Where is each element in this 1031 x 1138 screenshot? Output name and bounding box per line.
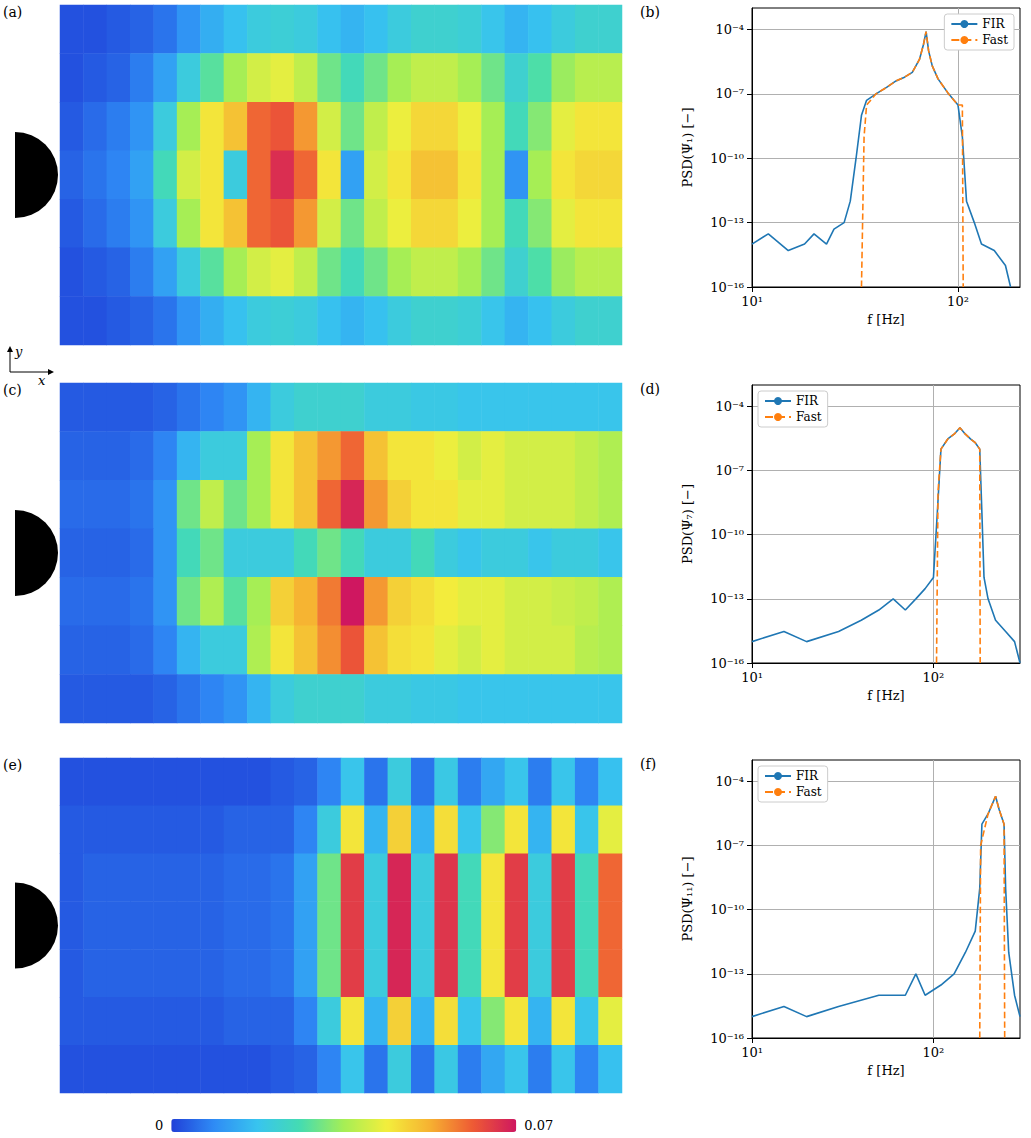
- svg-text:PSD(Ψ₁₁) [−]: PSD(Ψ₁₁) [−]: [680, 856, 695, 941]
- svg-text:Fast: Fast: [796, 410, 822, 424]
- svg-text:10²: 10²: [947, 294, 969, 309]
- svg-text:(e): (e): [3, 757, 22, 773]
- svg-text:10⁻¹⁰: 10⁻¹⁰: [710, 527, 744, 542]
- svg-text:(a): (a): [3, 4, 22, 20]
- svg-text:f [Hz]: f [Hz]: [867, 688, 904, 703]
- svg-text:PSD(Ψ₇) [−]: PSD(Ψ₇) [−]: [680, 484, 695, 564]
- svg-text:10⁻¹⁶: 10⁻¹⁶: [710, 656, 744, 671]
- svg-text:Fast: Fast: [982, 33, 1008, 47]
- svg-text:(b): (b): [640, 4, 660, 20]
- svg-text:f [Hz]: f [Hz]: [867, 312, 904, 327]
- svg-text:10⁻¹³: 10⁻¹³: [710, 591, 744, 606]
- svg-text:10²: 10²: [923, 670, 945, 685]
- svg-text:10⁻¹³: 10⁻¹³: [710, 966, 744, 981]
- svg-text:0: 0: [155, 1118, 163, 1133]
- svg-text:10⁻⁷: 10⁻⁷: [715, 86, 744, 101]
- svg-text:10⁻¹⁶: 10⁻¹⁶: [710, 280, 744, 295]
- svg-text:FIR: FIR: [796, 769, 819, 783]
- svg-text:(c): (c): [3, 382, 22, 398]
- svg-text:10⁻¹³: 10⁻¹³: [710, 215, 744, 230]
- svg-text:f [Hz]: f [Hz]: [867, 1063, 904, 1078]
- svg-text:10⁻¹⁶: 10⁻¹⁶: [710, 1031, 744, 1046]
- svg-text:FIR: FIR: [796, 394, 819, 408]
- svg-text:FIR: FIR: [982, 17, 1005, 31]
- svg-text:10⁻⁴: 10⁻⁴: [715, 399, 744, 414]
- svg-text:10²: 10²: [923, 1045, 945, 1060]
- svg-text:Fast: Fast: [796, 785, 822, 799]
- svg-text:10⁻⁷: 10⁻⁷: [715, 463, 744, 478]
- svg-text:0.07: 0.07: [524, 1118, 553, 1133]
- svg-text:(d): (d): [640, 381, 660, 397]
- svg-text:10⁻¹⁰: 10⁻¹⁰: [710, 902, 744, 917]
- svg-text:10¹: 10¹: [741, 294, 763, 309]
- svg-text:x: x: [38, 373, 46, 388]
- svg-text:10¹: 10¹: [741, 1045, 763, 1060]
- svg-text:10⁻⁴: 10⁻⁴: [715, 774, 744, 789]
- svg-text:10⁻⁷: 10⁻⁷: [715, 838, 744, 853]
- svg-text:(f): (f): [640, 756, 656, 772]
- svg-text:10¹: 10¹: [741, 670, 763, 685]
- svg-text:10⁻⁴: 10⁻⁴: [715, 22, 744, 37]
- svg-text:PSD(Ψ₁) [−]: PSD(Ψ₁) [−]: [680, 108, 695, 188]
- svg-text:y: y: [14, 344, 23, 359]
- svg-text:10⁻¹⁰: 10⁻¹⁰: [710, 151, 744, 166]
